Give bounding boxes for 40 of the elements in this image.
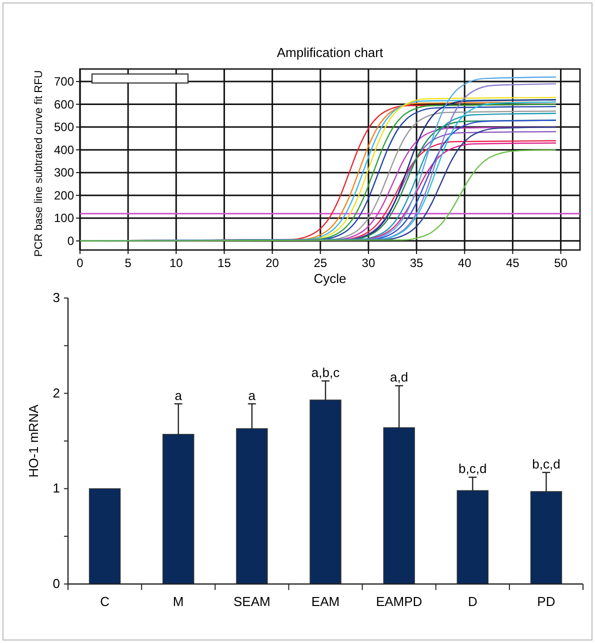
x-tick-label: SEAM xyxy=(234,594,270,609)
y-tick-label: 0 xyxy=(67,234,74,248)
x-tick-label: 0 xyxy=(76,256,84,270)
x-tick-label: 50 xyxy=(554,256,568,270)
x-tick-label: EAMPD xyxy=(376,594,422,609)
y-axis-title: PCR base line subtrated curve fit RFU xyxy=(33,70,45,257)
x-tick-label: 45 xyxy=(506,256,520,270)
x-tick-label: 35 xyxy=(410,256,424,270)
y-tick-label: 400 xyxy=(54,142,74,157)
y-tick-label: 2 xyxy=(52,385,60,400)
annotation: a xyxy=(174,388,183,403)
y-tick-label: 200 xyxy=(54,188,74,202)
x-tick-label: 25 xyxy=(314,256,328,270)
x-tick-label: 20 xyxy=(266,256,280,270)
y-tick-label: 100 xyxy=(54,211,74,226)
annotation: b,c,d xyxy=(532,456,560,472)
chart-title: Amplification chart xyxy=(276,45,384,60)
x-tick-label: 40 xyxy=(458,256,472,270)
y-tick-label: 0 xyxy=(52,576,60,591)
x-tick-label: 10 xyxy=(169,256,184,270)
y-tick-label: 1 xyxy=(52,480,60,496)
x-axis-title: Cycle xyxy=(314,271,346,286)
x-tick-label: D xyxy=(468,594,478,609)
x-tick-label: M xyxy=(172,594,184,609)
x-tick-label: EAM xyxy=(311,594,340,609)
y-tick-label: 3 xyxy=(52,290,60,305)
y-tick-label: 500 xyxy=(54,120,74,134)
x-tick-label: 30 xyxy=(362,256,376,270)
y-tick-label: 700 xyxy=(54,74,74,89)
annotation: b,c,d xyxy=(458,461,487,476)
annotation: a xyxy=(248,388,256,403)
annotation: a,b,c xyxy=(311,364,340,380)
x-tick-label: 5 xyxy=(124,256,132,270)
y-axis-title: HO-1 mRNA xyxy=(26,404,41,478)
x-tick-label: C xyxy=(100,594,110,609)
annotation: a,d xyxy=(390,370,408,385)
y-tick-label: 600 xyxy=(54,97,74,112)
y-tick-label: 300 xyxy=(54,166,74,180)
x-tick-label: 15 xyxy=(218,256,232,270)
x-tick-label: PD xyxy=(537,594,556,609)
